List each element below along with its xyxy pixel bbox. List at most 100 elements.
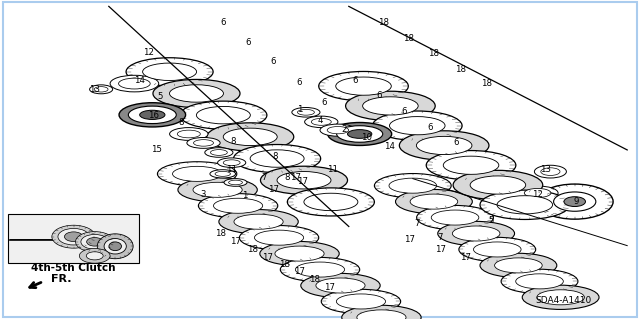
Ellipse shape [320, 124, 356, 136]
Ellipse shape [337, 294, 385, 309]
Text: 4: 4 [317, 116, 323, 125]
Text: 15: 15 [151, 145, 163, 154]
Text: 9: 9 [573, 197, 579, 206]
Text: 6: 6 [271, 57, 276, 66]
Ellipse shape [170, 85, 223, 102]
Ellipse shape [280, 257, 360, 282]
Ellipse shape [219, 210, 298, 234]
Ellipse shape [426, 151, 516, 180]
Ellipse shape [234, 214, 283, 229]
Ellipse shape [255, 230, 303, 245]
Ellipse shape [170, 128, 208, 140]
Ellipse shape [316, 278, 365, 293]
Ellipse shape [541, 168, 560, 175]
Ellipse shape [79, 249, 110, 263]
Ellipse shape [296, 262, 344, 277]
Ellipse shape [94, 87, 108, 92]
Ellipse shape [327, 127, 349, 134]
Text: 17: 17 [268, 185, 280, 194]
Text: 5: 5 [489, 216, 494, 225]
Text: 13: 13 [89, 85, 100, 94]
Text: 6: 6 [402, 107, 407, 116]
Text: 6: 6 [353, 76, 358, 85]
Text: 12: 12 [143, 48, 154, 57]
Ellipse shape [459, 237, 536, 262]
Ellipse shape [480, 253, 557, 278]
Ellipse shape [328, 122, 392, 145]
Ellipse shape [198, 194, 278, 218]
Text: 17: 17 [435, 245, 446, 254]
Ellipse shape [275, 246, 324, 261]
Text: 17: 17 [262, 253, 273, 262]
Ellipse shape [177, 130, 200, 138]
Ellipse shape [453, 170, 543, 200]
Ellipse shape [110, 75, 159, 92]
Ellipse shape [173, 166, 221, 182]
Ellipse shape [129, 106, 176, 123]
Ellipse shape [277, 172, 331, 189]
Text: 6: 6 [246, 38, 251, 47]
Ellipse shape [178, 178, 257, 202]
Text: 7: 7 [415, 219, 420, 228]
Ellipse shape [452, 226, 500, 241]
Ellipse shape [223, 160, 240, 166]
Ellipse shape [417, 205, 493, 230]
Ellipse shape [65, 232, 83, 241]
Ellipse shape [517, 186, 558, 200]
Ellipse shape [480, 190, 570, 219]
Text: 17: 17 [324, 283, 335, 292]
Ellipse shape [193, 140, 214, 146]
Ellipse shape [390, 116, 445, 135]
Ellipse shape [304, 193, 358, 211]
Ellipse shape [363, 97, 418, 115]
Text: 14: 14 [383, 142, 395, 151]
Ellipse shape [311, 118, 332, 125]
Ellipse shape [534, 165, 566, 178]
Ellipse shape [321, 289, 401, 314]
Ellipse shape [522, 285, 599, 309]
Ellipse shape [292, 108, 320, 117]
Ellipse shape [187, 137, 220, 148]
Text: 17: 17 [294, 267, 305, 276]
Ellipse shape [305, 116, 338, 128]
Text: 6: 6 [322, 98, 327, 107]
Bar [8, 214, 139, 263]
Text: 8: 8 [284, 173, 289, 182]
Text: 16: 16 [148, 111, 159, 120]
Text: 17: 17 [460, 253, 472, 262]
Text: 7: 7 [438, 233, 443, 242]
Text: 18: 18 [247, 245, 259, 254]
Text: 1: 1 [297, 105, 302, 114]
Text: 6: 6 [453, 138, 458, 147]
Ellipse shape [228, 180, 243, 185]
Ellipse shape [470, 176, 525, 194]
Ellipse shape [153, 79, 240, 108]
Text: 1: 1 [242, 191, 247, 200]
Ellipse shape [52, 225, 95, 248]
Ellipse shape [157, 162, 237, 186]
Ellipse shape [342, 305, 421, 319]
Text: 17: 17 [296, 177, 308, 186]
Ellipse shape [218, 158, 246, 167]
Text: 11: 11 [327, 165, 339, 174]
Ellipse shape [348, 130, 372, 138]
Ellipse shape [193, 182, 242, 197]
Text: 5: 5 [157, 92, 163, 101]
Ellipse shape [239, 226, 319, 250]
Ellipse shape [214, 198, 262, 213]
Ellipse shape [97, 234, 133, 259]
Ellipse shape [86, 238, 103, 246]
Ellipse shape [126, 58, 213, 86]
Text: 7: 7 [261, 173, 266, 182]
Text: 12: 12 [532, 190, 543, 199]
Ellipse shape [474, 242, 521, 257]
Text: 18: 18 [428, 49, 440, 58]
Ellipse shape [58, 228, 89, 245]
Ellipse shape [346, 91, 435, 121]
Ellipse shape [516, 274, 563, 289]
Ellipse shape [564, 197, 586, 206]
Ellipse shape [81, 234, 109, 249]
Text: 6: 6 [428, 123, 433, 132]
Ellipse shape [537, 290, 584, 305]
Text: SDA4-A1410: SDA4-A1410 [535, 296, 591, 305]
